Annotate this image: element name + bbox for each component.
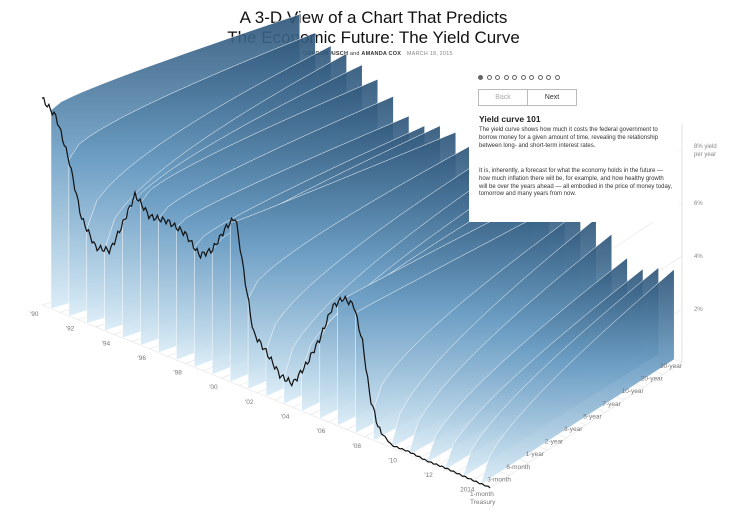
x-tick-label: '96: [138, 355, 147, 362]
maturity-tick-label: 1-year: [526, 451, 545, 458]
surface-slabs: [50, 13, 675, 485]
maturity-tick-label: 5-year: [583, 413, 602, 420]
x-tick-label: '00: [209, 384, 218, 391]
step-dot-4[interactable]: [503, 75, 509, 80]
maturity-tick-label: 6-month: [506, 464, 530, 471]
back-button[interactable]: Back: [478, 89, 528, 106]
step-nav: Back Next: [478, 89, 577, 106]
step-dot-1[interactable]: [478, 75, 483, 80]
maturity-tick-label: 2-year: [545, 439, 564, 446]
series-line-1-month-treasury: [41, 96, 491, 489]
panel-paragraph-1: The yield curve shows how much it costs …: [479, 127, 659, 149]
headline: A 3-D View of a Chart That Predicts The …: [0, 8, 747, 48]
x-tick-label: '92: [66, 326, 75, 333]
x-axis-ticks: '90 '92 '94 '96 '98 '00 '02 '04 '06 '08 '10 '12 2014: [30, 311, 475, 494]
step-dot-7[interactable]: [529, 75, 534, 80]
x-tick-label: '04: [281, 413, 290, 420]
maturity-tick-label: 10-year: [622, 388, 645, 395]
next-button[interactable]: Next: [527, 89, 577, 106]
maturity-tick-label: 3-month: [487, 476, 511, 483]
publish-date: MARCH 18, 2015: [406, 51, 453, 57]
x-tick-label: '90: [30, 311, 39, 318]
y-tick-label: 4%: [694, 254, 703, 260]
x-tick-label: '12: [424, 472, 433, 479]
maturity-tick-label: 7-year: [602, 401, 621, 408]
step-dot-5[interactable]: [512, 75, 517, 80]
x-tick-label: '08: [353, 443, 362, 450]
maturity-tick-label: 30-year: [660, 363, 683, 370]
surface-slab: [480, 268, 675, 485]
y-tick-label-suffix: per year: [694, 152, 716, 158]
step-dot-2[interactable]: [486, 75, 492, 80]
maturity-tick-label: 20-year: [641, 376, 664, 383]
y-tick-label: 6%: [694, 201, 703, 207]
byline-and: and: [349, 51, 360, 57]
x-tick-label: 2014: [460, 487, 475, 494]
step-dot-6[interactable]: [520, 75, 526, 80]
y-tick-label: 2%: [694, 307, 703, 313]
step-dots: [478, 75, 560, 80]
panel-title: Yield curve 101: [479, 114, 541, 124]
x-tick-label: '98: [173, 370, 182, 377]
step-dot-8[interactable]: [537, 75, 543, 80]
step-dot-10[interactable]: [554, 75, 560, 80]
maturity-tick-label-suffix: Treasury: [470, 499, 496, 506]
maturity-tick-label: 3-year: [564, 426, 583, 433]
yield-axis-ticks: 2% 4% 6% 8% yield per year: [694, 144, 717, 313]
wall-grid-line: [489, 361, 683, 489]
story-panel: Back Next Yield curve 101 The yield curv…: [469, 72, 679, 222]
front-series-line: [41, 96, 491, 489]
headline-line-1: A 3-D View of a Chart That Predicts: [239, 8, 508, 27]
maturity-tick-label: 1-month: [470, 491, 494, 498]
panel-paragraph-2: It is, inherently, a forecast for what t…: [479, 168, 672, 198]
y-tick-label: 8% yield: [694, 144, 717, 150]
step-dot-9[interactable]: [546, 75, 551, 80]
x-tick-label: '02: [245, 399, 254, 406]
x-tick-label: '06: [317, 428, 326, 435]
step-dot-3[interactable]: [495, 75, 500, 80]
x-tick-label: '10: [388, 457, 397, 464]
x-tick-label: '94: [102, 340, 111, 347]
author-amanda-cox[interactable]: AMANDA COX: [361, 51, 402, 57]
